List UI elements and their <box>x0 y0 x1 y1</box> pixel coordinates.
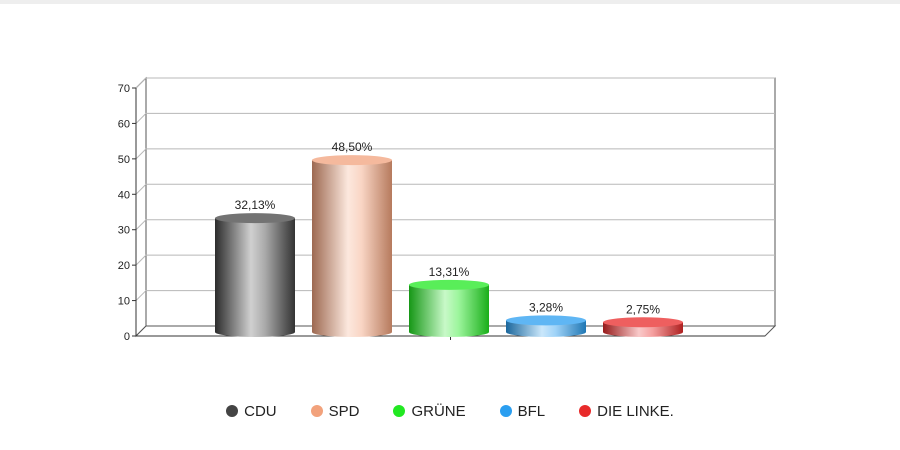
bar-body <box>409 284 489 337</box>
gridline <box>135 148 775 160</box>
legend: CDU SPD GRÜNE BFL DIE LINKE. <box>0 398 900 424</box>
legend-swatch <box>310 405 323 417</box>
legend-label: DIE LINKE. <box>597 402 674 420</box>
bar-top <box>603 317 683 328</box>
gridline <box>135 254 775 266</box>
bar-spd <box>312 155 392 337</box>
legend-item: GRÜNE <box>393 402 466 420</box>
legend-swatch <box>499 405 512 417</box>
data-label: 2,75% <box>626 302 660 316</box>
y-tick-label: 70 <box>118 83 130 95</box>
gridline <box>135 183 775 195</box>
legend-label: GRÜNE <box>411 402 466 420</box>
bar-die-linke- <box>603 317 683 337</box>
bar-top <box>409 279 489 290</box>
plot-left-wall <box>135 76 147 338</box>
bar-top <box>506 315 586 326</box>
legend-label: CDU <box>244 402 277 420</box>
legend-item: DIE LINKE. <box>579 403 674 420</box>
legend-item: CDU <box>226 403 277 420</box>
legend-label: SPD <box>328 402 360 420</box>
bar-body <box>312 160 392 337</box>
legend-swatch <box>393 405 406 417</box>
y-tick-label: 20 <box>118 260 130 272</box>
y-tick-label: 0 <box>124 331 130 343</box>
legend-item: SPD <box>310 402 360 420</box>
data-label: 3,28% <box>529 300 563 314</box>
y-tick-label: 40 <box>118 189 130 201</box>
y-tick-label: 30 <box>118 225 130 237</box>
data-label: 32,13% <box>235 198 276 212</box>
bar-cdu <box>215 213 295 337</box>
bar-body <box>215 218 295 337</box>
data-label: 48,50% <box>332 140 373 154</box>
bar-gr-ne <box>409 279 489 337</box>
legend-swatch <box>226 405 239 417</box>
gridline <box>135 219 775 231</box>
gridline <box>135 77 775 89</box>
y-tick-label: 10 <box>118 296 130 308</box>
y-tick-label: 60 <box>118 118 130 130</box>
legend-swatch <box>579 405 592 417</box>
top-bar <box>0 0 900 4</box>
y-tick-label: 50 <box>118 154 130 166</box>
bar-top <box>215 213 295 224</box>
gridline <box>135 290 775 301</box>
legend-label: BFL <box>517 402 546 420</box>
bar-top <box>312 155 392 166</box>
bar-bfl <box>506 315 586 337</box>
legend-item: BFL <box>499 402 546 420</box>
gridline <box>135 112 775 124</box>
data-label: 13,31% <box>429 265 470 279</box>
